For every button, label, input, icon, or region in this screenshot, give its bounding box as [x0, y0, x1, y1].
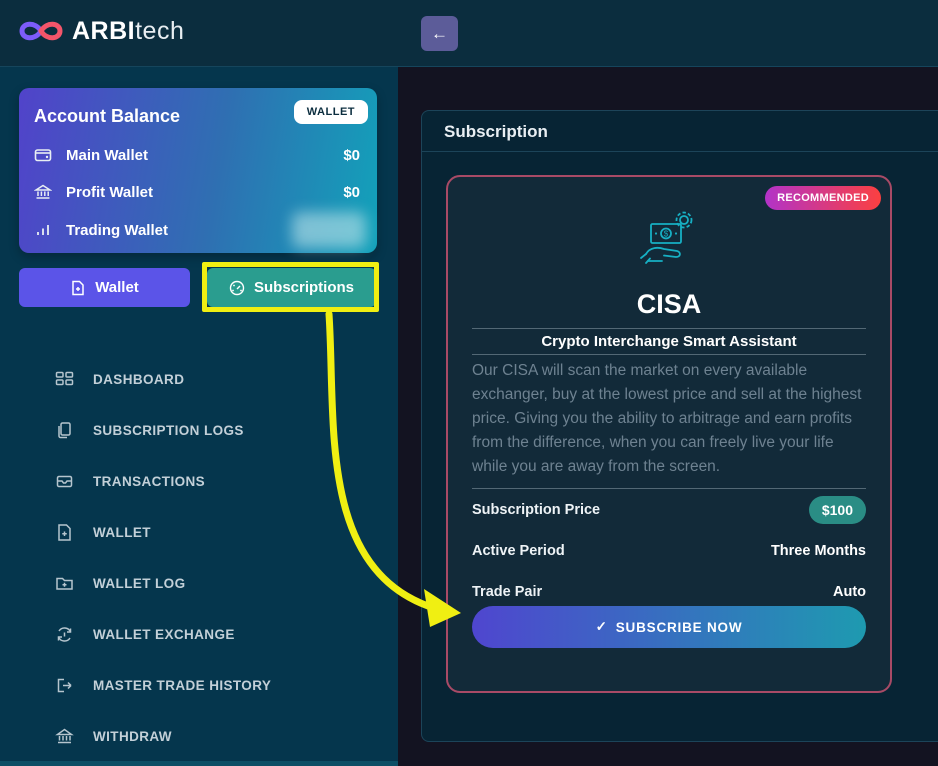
- sidebar: Account Balance WALLET Main Wallet $0 Pr…: [0, 67, 398, 766]
- sidebar-item-wallet[interactable]: WALLET: [55, 507, 388, 558]
- export-icon: [55, 676, 74, 695]
- check-icon: ✓: [595, 619, 608, 634]
- sidebar-menu: DASHBOARD SUBSCRIPTION LOGS TRANSACTIONS: [55, 354, 388, 762]
- subscription-price-row: Subscription Price $100: [472, 489, 866, 530]
- wallet-badge-button[interactable]: WALLET: [293, 100, 368, 124]
- sidebar-item-wallet-log[interactable]: WALLET LOG: [55, 558, 388, 609]
- wallet-icon: [34, 146, 52, 164]
- folder-plus-icon: [55, 574, 74, 593]
- plan-subtitle: Crypto Interchange Smart Assistant: [472, 328, 866, 355]
- sidebar-bottom-strip: [0, 761, 398, 766]
- sidebar-item-subscription-logs[interactable]: SUBSCRIPTION LOGS: [55, 405, 388, 456]
- infinity-logo-icon: [18, 16, 64, 46]
- active-period-row: Active Period Three Months: [472, 530, 866, 571]
- trade-pair-label: Trade Pair: [472, 583, 543, 600]
- subscription-price-label: Subscription Price: [472, 501, 601, 518]
- cisa-plan-card: RECOMMENDED $ CISA Crypto Interchange Sm…: [446, 175, 892, 693]
- sidebar-item-label: WALLET LOG: [93, 576, 186, 591]
- sidebar-item-label: WALLET: [93, 525, 151, 540]
- profit-wallet-row: Profit Wallet $0: [33, 183, 360, 201]
- bar-chart-icon: [34, 221, 52, 239]
- sidebar-item-dashboard[interactable]: DASHBOARD: [55, 354, 388, 405]
- main-wallet-row: Main Wallet $0: [34, 146, 360, 164]
- main-content: Subscription RECOMMENDED $ CISA C: [398, 67, 938, 766]
- file-plus-icon: [55, 523, 74, 542]
- trade-pair-row: Trade Pair Auto: [472, 571, 866, 612]
- wallet-button[interactable]: Wallet: [19, 268, 190, 307]
- subscription-price-value: $100: [808, 495, 866, 524]
- arrow-left-icon: ←: [431, 23, 448, 43]
- file-plus-icon: [70, 280, 86, 296]
- recommended-badge: RECOMMENDED: [765, 186, 881, 210]
- dashboard-grid-icon: [55, 370, 74, 389]
- top-bar: ARBItech: [0, 0, 938, 67]
- plan-description: Our CISA will scan the market on every a…: [472, 355, 866, 489]
- trading-wallet-label: Trading Wallet: [66, 221, 168, 239]
- trading-wallet-value-redacted: [292, 212, 366, 248]
- sidebar-item-withdraw[interactable]: WITHDRAW: [55, 711, 388, 762]
- profit-wallet-label: Profit Wallet: [66, 183, 153, 201]
- sidebar-item-master-trade-history[interactable]: MASTER TRADE HISTORY: [55, 660, 388, 711]
- brand-logo: ARBItech: [18, 16, 184, 46]
- sidebar-item-wallet-exchange[interactable]: WALLET EXCHANGE: [55, 609, 388, 660]
- subscriptions-button-label: Subscriptions: [253, 279, 354, 296]
- main-wallet-value: $0: [343, 146, 360, 164]
- sidebar-item-transactions[interactable]: TRANSACTIONS: [55, 456, 388, 507]
- subscriptions-button[interactable]: Subscriptions: [207, 268, 376, 307]
- pages-icon: [55, 421, 74, 440]
- sidebar-item-label: WITHDRAW: [93, 729, 172, 744]
- exchange-icon: [55, 625, 74, 644]
- bank-icon: [33, 183, 53, 201]
- brand-name-bold: ARBI: [72, 16, 136, 45]
- svg-text:$: $: [664, 230, 669, 239]
- trade-pair-value: Auto: [832, 583, 866, 600]
- bank-icon: [55, 727, 74, 746]
- sidebar-item-label: SUBSCRIPTION LOGS: [93, 423, 244, 438]
- sidebar-item-label: DASHBOARD: [93, 372, 185, 387]
- sidebar-item-label: MASTER TRADE HISTORY: [93, 678, 272, 693]
- subscribe-now-label: SUBSCRIBE NOW: [615, 619, 743, 635]
- plan-title: CISA: [636, 289, 702, 319]
- trading-wallet-row: Trading Wallet: [34, 212, 366, 248]
- panel-title: Subscription: [422, 111, 938, 152]
- main-wallet-label: Main Wallet: [66, 146, 148, 164]
- gauge-icon: [229, 280, 245, 296]
- brand-name: ARBItech: [72, 17, 184, 46]
- active-period-value: Three Months: [770, 542, 866, 559]
- wallet-button-label: Wallet: [95, 279, 139, 296]
- active-period-label: Active Period: [472, 542, 565, 559]
- balance-card-title: Account Balance: [34, 106, 181, 126]
- account-balance-card: Account Balance WALLET Main Wallet $0 Pr…: [19, 88, 377, 253]
- back-button[interactable]: ←: [421, 16, 458, 51]
- inbox-icon: [55, 472, 74, 491]
- sidebar-item-label: TRANSACTIONS: [93, 474, 206, 489]
- brand-name-light: tech: [135, 16, 185, 45]
- profit-wallet-value: $0: [343, 183, 360, 201]
- hand-money-gear-icon: $: [472, 211, 866, 269]
- subscribe-now-button[interactable]: ✓ SUBSCRIBE NOW: [472, 606, 866, 648]
- subscription-panel: Subscription RECOMMENDED $ CISA C: [421, 110, 938, 742]
- sidebar-item-label: WALLET EXCHANGE: [93, 627, 235, 642]
